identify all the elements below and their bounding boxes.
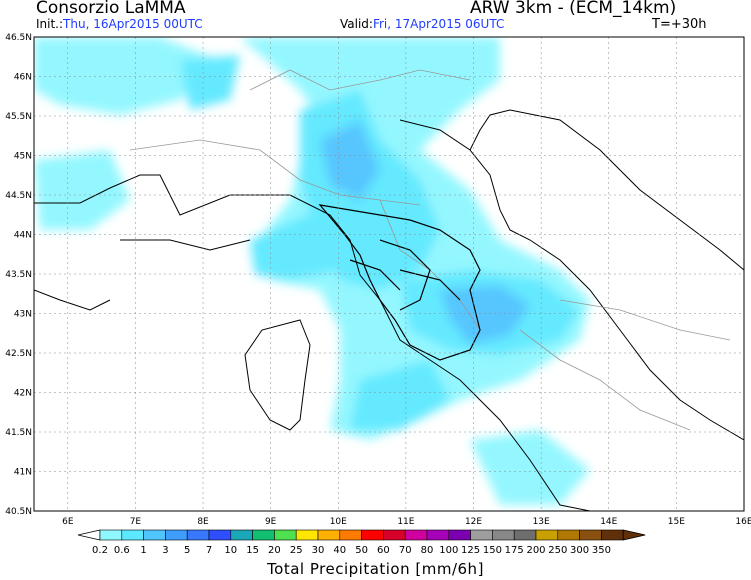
colorbar-threshold-label: 175 — [505, 545, 524, 556]
model-title: ARW 3km - (ECM_14km) — [470, 0, 677, 18]
colorbar-threshold-label: 100 — [439, 545, 458, 556]
lon-label: 14E — [600, 517, 617, 527]
colorbar-swatch — [230, 529, 253, 541]
colorbar-swatch — [121, 529, 144, 541]
precipitation-field — [34, 37, 590, 505]
colorbar-threshold-label: 125 — [461, 545, 480, 556]
colorbar-swatch — [513, 529, 537, 541]
colorbar-swatch — [404, 529, 428, 541]
colorbar-threshold-label: 40 — [333, 545, 346, 556]
valid-value: Fri, 17Apr2015 06UTC — [372, 17, 505, 31]
colorbar-threshold-label: 150 — [483, 545, 502, 556]
lon-label: 13E — [533, 517, 550, 527]
latitude-labels: 46.5N 46N 45.5N 45N 44.5N 44N 43.5N 43N 42.5N 42N… — [5, 33, 32, 517]
lat-label: 43.5N — [5, 270, 32, 280]
colorbar-threshold-label: 80 — [421, 545, 434, 556]
organization-title: Consorzio LaMMA — [36, 0, 186, 18]
lon-label: 12E — [465, 517, 482, 527]
coastlines — [34, 109, 744, 511]
colorbar-title: Total Precipitation [mm/6h] — [267, 560, 484, 578]
lat-label: 41.5N — [5, 428, 32, 438]
lon-label: 9E — [265, 517, 277, 527]
lat-label: 46.5N — [5, 33, 32, 43]
colorbar-swatch — [426, 529, 450, 541]
grid-lines — [34, 37, 744, 511]
lat-label: 40.5N — [5, 507, 32, 517]
colorbar-threshold-label: 70 — [399, 545, 412, 556]
colorbar-swatch — [492, 529, 515, 541]
colorbar-swatch — [557, 529, 580, 541]
colorbar-threshold-label: 60 — [377, 545, 390, 556]
colorbar-swatch — [143, 529, 166, 541]
colorbar-threshold-label: 5 — [184, 545, 190, 556]
colorbar-threshold-label: 10 — [224, 545, 237, 556]
lat-label: 42.5N — [5, 349, 32, 359]
lat-label: 44N — [14, 231, 32, 241]
forecast-step: T=+30h — [652, 17, 707, 32]
lon-label: 10E — [330, 517, 347, 527]
valid-label: Valid: — [340, 17, 373, 31]
tuscany-provinces — [318, 204, 481, 361]
init-value: Thu, 16Apr2015 00UTC — [63, 17, 203, 31]
colorbar-swatch — [535, 529, 559, 541]
colorbar-threshold-label: 350 — [592, 545, 611, 556]
lat-label: 44.5N — [5, 191, 32, 201]
colorbar-threshold-label: 0.6 — [114, 545, 130, 556]
colorbar-swatch — [208, 529, 232, 541]
colorbar-threshold-label: 20 — [268, 545, 281, 556]
colorbar-swatch — [99, 529, 123, 541]
colorbar-threshold-label: 7 — [206, 545, 212, 556]
init-label: Init.: — [36, 17, 64, 31]
colorbar-swatch — [448, 529, 471, 541]
colorbar-threshold-label: 50 — [355, 545, 368, 556]
colorbar-threshold-label: 300 — [570, 545, 589, 556]
colorbar-threshold-label: 25 — [290, 545, 303, 556]
colorbar-swatch — [252, 529, 275, 541]
colorbar-swatch — [339, 529, 362, 541]
colorbar-left-arrow — [77, 529, 101, 541]
lon-label: 15E — [668, 517, 685, 527]
lon-label: 7E — [130, 517, 142, 527]
colorbar-swatch — [165, 529, 188, 541]
colorbar-threshold-label: 200 — [526, 545, 545, 556]
lat-label: 45.5N — [5, 112, 32, 122]
colorbar-swatch — [295, 529, 319, 541]
lon-label: 16E — [735, 517, 751, 527]
colorbar-threshold-label: 3 — [162, 545, 168, 556]
colorbar-swatch — [383, 529, 406, 541]
lon-label: 6E — [62, 517, 74, 527]
colorbar-threshold-label: 250 — [548, 545, 567, 556]
colorbar-swatch — [601, 529, 624, 541]
map-frame — [33, 36, 745, 512]
colorbar-threshold-label: 1 — [140, 545, 146, 556]
lat-label: 41N — [14, 468, 32, 478]
lat-label: 45N — [14, 152, 32, 162]
colorbar-swatch — [317, 529, 341, 541]
colorbar-threshold-label: 30 — [312, 545, 325, 556]
colorbar-threshold-label: 15 — [246, 545, 259, 556]
init-time: Init.:Thu, 16Apr2015 00UTC — [36, 17, 203, 31]
colorbar-swatch — [186, 529, 210, 541]
valid-time: Valid:Fri, 17Apr2015 06UTC — [340, 17, 504, 31]
colorbar-swatch — [470, 529, 493, 541]
lon-label: 8E — [197, 517, 209, 527]
lat-label: 42N — [14, 389, 32, 399]
lon-label: 11E — [397, 517, 414, 527]
colorbar-swatch — [361, 529, 384, 541]
colorbar-right-arrow — [622, 529, 646, 541]
colorbar-swatch — [274, 529, 297, 541]
lat-label: 46N — [14, 73, 32, 83]
colorbar-swatch — [579, 529, 602, 541]
lat-label: 43N — [14, 310, 32, 320]
longitude-labels: 6E 7E 8E 9E 10E 11E 12E 13E 14E 15E 16E — [62, 517, 751, 527]
colorbar-threshold-label: 0.2 — [92, 545, 108, 556]
